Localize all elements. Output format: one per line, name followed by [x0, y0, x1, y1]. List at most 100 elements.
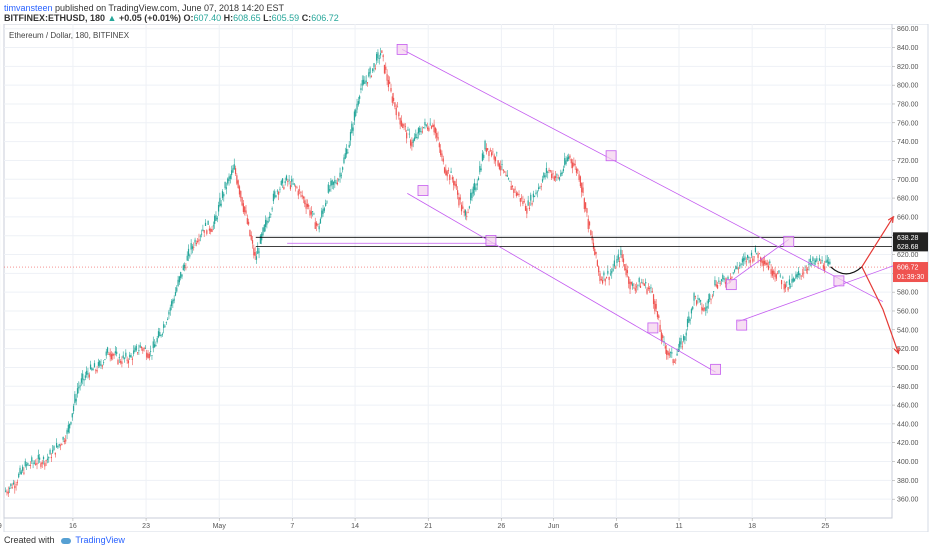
candle-body: [368, 72, 370, 77]
candle-body: [109, 352, 111, 357]
candle-body: [510, 186, 512, 190]
candle-body: [668, 352, 670, 356]
candle-body: [54, 452, 56, 455]
price-tick-label: 780.00: [897, 101, 919, 108]
candle-body: [539, 187, 541, 189]
candle-body: [716, 284, 719, 289]
candle-body: [253, 248, 255, 256]
candle-body: [673, 361, 676, 363]
candle-body: [659, 324, 661, 332]
candle-body: [190, 243, 192, 250]
candle-body: [76, 388, 79, 394]
candle-body: [538, 187, 540, 190]
candle-body: [587, 218, 589, 229]
candle-body: [694, 296, 696, 297]
candle-body: [782, 277, 784, 279]
candle-body: [735, 265, 737, 270]
candle-body: [553, 176, 555, 181]
author-link[interactable]: timvansteen: [4, 3, 53, 13]
candle-body: [689, 319, 691, 321]
candle-body: [84, 375, 86, 378]
candle-body: [797, 270, 800, 276]
price-chart[interactable]: 9 16 23 May 7 14 21 26 Jun 6 11 18 25 360.00 380.00 40…: [0, 24, 932, 532]
candle-body: [784, 284, 787, 289]
candle-body: [581, 183, 583, 193]
candle-body: [457, 190, 459, 195]
candle-body: [534, 195, 536, 197]
candle-body: [340, 174, 342, 176]
candle-body: [739, 265, 741, 267]
candle-body: [246, 218, 248, 224]
candle-body: [779, 275, 781, 277]
candle-body: [666, 349, 668, 355]
candle-body: [603, 272, 605, 276]
candle-body: [413, 137, 416, 141]
candle-body: [824, 266, 826, 271]
candle-body: [767, 265, 770, 270]
candle-body: [72, 405, 75, 412]
candle-body: [326, 201, 328, 203]
candle-body: [407, 129, 409, 131]
candle-body: [223, 193, 225, 197]
candle-body: [55, 443, 58, 448]
candle-body: [660, 332, 662, 341]
candle-body: [625, 268, 627, 276]
candle-body: [306, 203, 308, 207]
candle-body: [451, 177, 453, 180]
level-price-tag: [893, 241, 928, 252]
candle-body: [234, 168, 237, 174]
candle-body: [747, 254, 749, 258]
candle-body: [50, 456, 52, 459]
candle-body: [398, 112, 400, 117]
price-tick-label: 680.00: [897, 196, 919, 203]
candle-body: [10, 483, 12, 487]
candle-body: [323, 208, 325, 211]
footer: Created with TradingView: [4, 535, 125, 545]
price-tick-label: 660.00: [897, 214, 919, 221]
candle-body: [632, 283, 634, 287]
candle-body: [829, 261, 831, 265]
candle-body: [419, 128, 421, 133]
candle-body: [148, 353, 150, 358]
candle-body: [415, 133, 417, 139]
candle-body: [466, 215, 468, 217]
candle-body: [727, 276, 729, 279]
candle-body: [271, 208, 273, 210]
candle-body: [731, 276, 733, 278]
arrow-head-icon: [893, 347, 900, 355]
candle-body: [257, 247, 259, 254]
candle-body: [370, 76, 373, 77]
candle-body: [497, 160, 499, 166]
candle-body: [231, 170, 233, 176]
candle-body: [156, 338, 158, 342]
candle-body: [377, 52, 379, 59]
candle-body: [696, 300, 698, 305]
price-tick-label: 460.00: [897, 403, 919, 410]
candle-body: [770, 269, 772, 275]
candle-body: [416, 137, 418, 139]
candle-body: [304, 200, 306, 205]
level-price-text: 628.68: [897, 244, 919, 251]
candle-body: [792, 278, 794, 282]
candle-body: [383, 64, 386, 74]
candle-body: [501, 164, 503, 165]
candle-body: [757, 254, 759, 258]
candle-body: [455, 184, 457, 187]
projection-arrow: [861, 216, 894, 268]
candle-body: [635, 286, 638, 288]
tradingview-link[interactable]: TradingView: [75, 535, 125, 545]
candle-body: [287, 181, 289, 182]
candle-body: [135, 345, 137, 351]
candle-body: [142, 348, 144, 351]
candle-body: [607, 270, 609, 274]
candle-body: [24, 461, 26, 467]
candle-body: [445, 169, 447, 176]
candle-body: [513, 189, 515, 193]
candle-body: [352, 127, 354, 131]
price-tick-label: 380.00: [897, 478, 919, 485]
candle-body: [672, 359, 674, 364]
candle-body: [707, 298, 710, 304]
candle-body: [208, 228, 211, 231]
candle-body: [23, 472, 25, 474]
candle-body: [521, 197, 523, 199]
